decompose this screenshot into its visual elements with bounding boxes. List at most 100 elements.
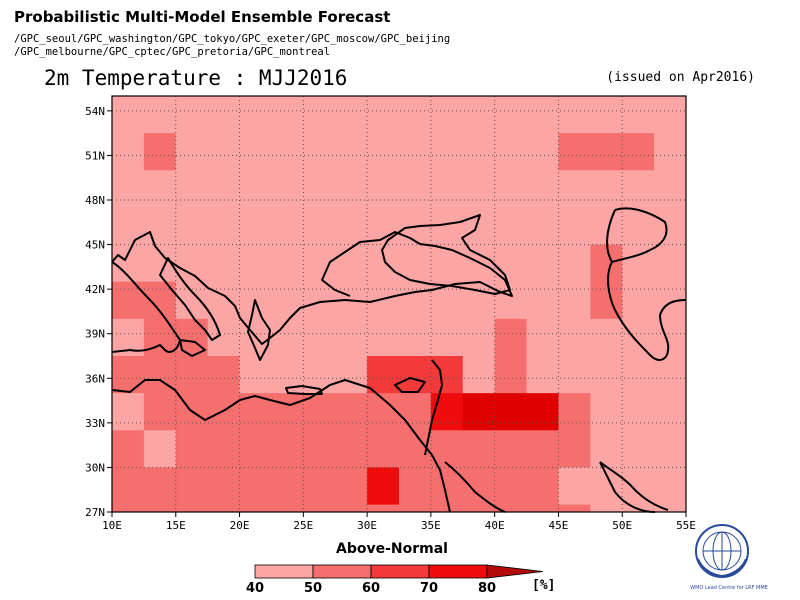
probability-cell — [143, 430, 177, 468]
probability-cell — [335, 504, 368, 513]
coastline-sicily — [179, 339, 206, 357]
probability-cell — [207, 207, 241, 246]
probability-cell — [335, 244, 368, 283]
probability-cell — [526, 430, 559, 468]
probability-cell — [239, 244, 272, 283]
member-centres-line-2: /GPC_melbourne/GPC_cptec/GPC_pretoria/GP… — [14, 46, 331, 58]
probability-cell — [207, 133, 241, 171]
probability-cell — [335, 430, 368, 468]
legend-label: 40 — [246, 581, 264, 596]
probability-cell — [367, 207, 400, 246]
probability-cell — [494, 170, 528, 208]
probability-cell — [399, 170, 432, 208]
probability-cell — [175, 133, 209, 171]
legend-label: 50 — [304, 581, 322, 596]
probability-cell — [112, 207, 145, 246]
probability-cell — [143, 281, 177, 320]
probability-cell — [271, 318, 304, 357]
probability-cell — [143, 170, 177, 208]
probability-cell — [494, 504, 528, 513]
probability-cell — [367, 467, 400, 506]
probability-cell — [112, 393, 145, 431]
probability-cell — [590, 244, 623, 283]
coastline-greece — [247, 299, 271, 361]
probability-cell — [175, 170, 209, 208]
probability-cell — [303, 207, 336, 246]
probability-cell — [207, 318, 241, 357]
probability-cell — [462, 318, 496, 357]
probability-cell — [462, 430, 496, 468]
probability-cell — [590, 430, 623, 468]
probability-cell — [462, 170, 496, 208]
probability-cell — [558, 504, 591, 513]
probability-cell — [430, 244, 464, 283]
x-tick-label: 15E — [166, 519, 186, 532]
coastline-red-sea — [444, 461, 506, 513]
probability-cell — [654, 133, 687, 171]
probability-cell — [590, 504, 623, 513]
probability-cell — [303, 467, 336, 506]
probability-cell — [590, 393, 623, 431]
x-tick-label: 50E — [612, 519, 632, 532]
probability-cell — [271, 170, 304, 208]
probability-cell — [558, 281, 591, 320]
probability-cell — [207, 393, 241, 431]
probability-cell — [558, 356, 591, 394]
probability-cell — [112, 170, 145, 208]
probability-cell — [654, 356, 687, 394]
y-tick-label: 54N — [85, 105, 105, 118]
probability-cell — [112, 133, 145, 171]
coastline-italy — [159, 257, 221, 341]
probability-cell — [654, 467, 687, 506]
probability-cell — [494, 430, 528, 468]
y-tick-label: 39N — [85, 328, 105, 341]
probability-cell — [462, 207, 496, 246]
probability-cell — [654, 244, 687, 283]
probability-cell — [558, 318, 591, 357]
probability-cell — [526, 393, 559, 431]
probability-cell — [526, 356, 559, 394]
lat-lon-gridlines — [112, 96, 686, 512]
probability-cell — [430, 356, 464, 394]
coastline-cyprus — [394, 377, 426, 393]
probability-cell — [526, 170, 559, 208]
y-tick-label: 27N — [85, 506, 105, 519]
coastline-crete — [285, 385, 323, 395]
probability-cell — [558, 96, 591, 134]
x-tick-label: 10E — [102, 519, 122, 532]
probability-cell — [239, 96, 272, 134]
x-tick-label: 25E — [293, 519, 313, 532]
probability-cell — [526, 281, 559, 320]
probability-cell — [494, 96, 528, 134]
legend-swatch — [370, 564, 430, 579]
probability-cell — [399, 96, 432, 134]
product-title: Probabilistic Multi-Model Ensemble Forec… — [14, 8, 391, 26]
probability-cell — [175, 504, 209, 513]
probability-cell — [399, 318, 432, 357]
probability-cell — [175, 430, 209, 468]
probability-cell — [271, 207, 304, 246]
probability-cell — [143, 393, 177, 431]
probability-cell — [526, 96, 559, 134]
probability-cell — [526, 244, 559, 283]
probability-cell — [303, 170, 336, 208]
probability-cell — [430, 393, 464, 431]
probability-cell — [654, 170, 687, 208]
probability-cell — [303, 133, 336, 171]
map-title: 2m Temperature : MJJ2016 — [44, 66, 348, 90]
probability-cell — [654, 318, 687, 357]
x-tick-label: 55E — [676, 519, 696, 532]
probability-cell — [335, 356, 368, 394]
probability-cell — [239, 170, 272, 208]
probability-cell — [271, 133, 304, 171]
map-frame — [111, 95, 687, 513]
probability-cell — [271, 281, 304, 320]
probability-cell — [143, 96, 177, 134]
probability-cell — [112, 430, 145, 468]
probability-cell — [175, 207, 209, 246]
probability-cell — [558, 170, 591, 208]
coastline-levant — [424, 359, 443, 456]
probability-cell — [175, 356, 209, 394]
y-tick-label: 33N — [85, 417, 105, 430]
